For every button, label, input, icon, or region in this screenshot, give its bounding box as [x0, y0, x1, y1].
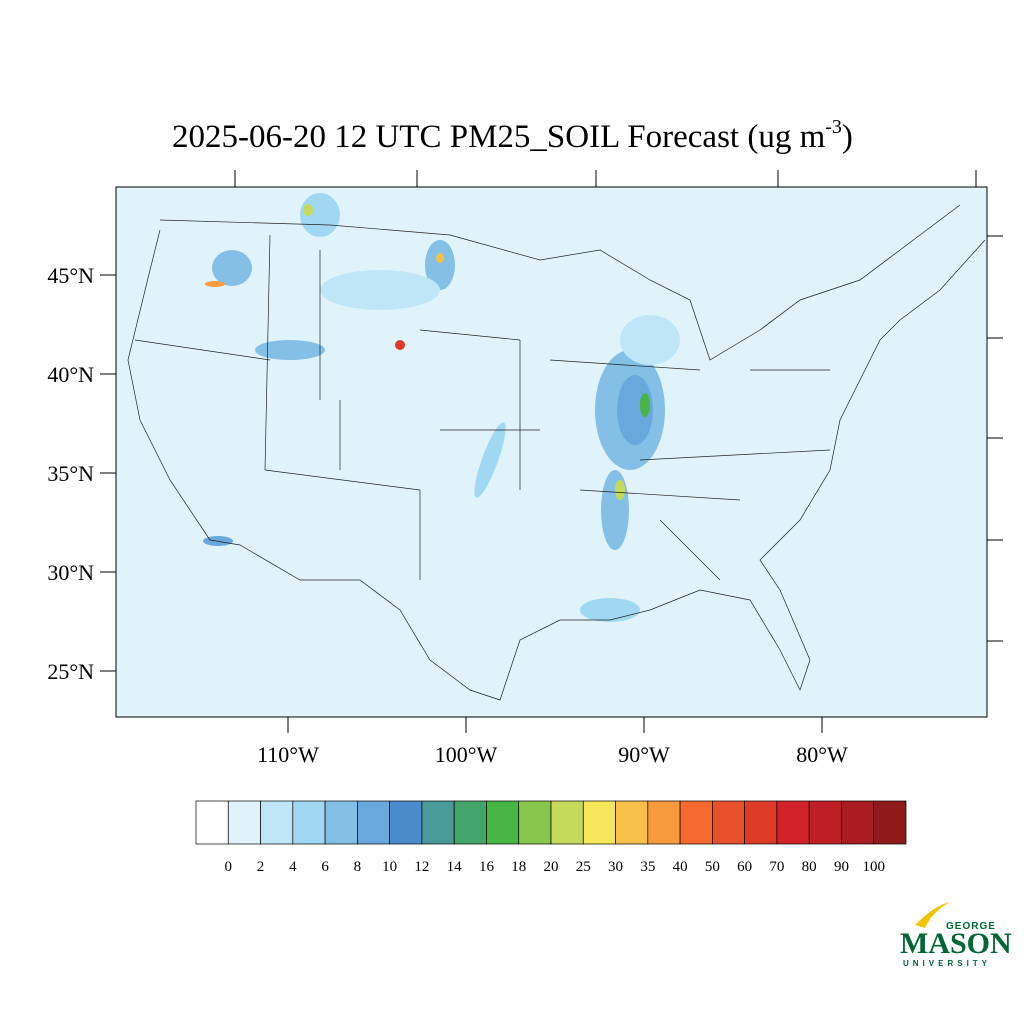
colorbar-box — [389, 800, 423, 845]
colorbar-box — [679, 800, 713, 845]
lat-label: 30°N — [47, 560, 94, 585]
colorbar-box — [292, 800, 326, 845]
colorbar-label: 2 — [257, 859, 265, 875]
colorbar-box — [744, 800, 778, 845]
colorbar-label: 6 — [321, 859, 329, 875]
colorbar-label: 12 — [414, 859, 429, 875]
colorbar-label: 20 — [544, 859, 559, 875]
colorbar-box — [615, 800, 649, 845]
lon-label: 90°W — [618, 742, 670, 767]
logo-main: MASON — [900, 927, 1012, 960]
map — [115, 186, 988, 718]
frame-ticks — [234, 170, 1003, 642]
colorbar-label: 60 — [737, 859, 752, 875]
logo-top: GEORGE — [946, 921, 996, 932]
colorbar-label: 70 — [769, 859, 784, 875]
lat-label: 45°N — [47, 263, 94, 288]
map-frame — [115, 186, 988, 718]
lat-label: 25°N — [47, 659, 94, 684]
colorbar-label: 8 — [354, 859, 362, 875]
colorbar-label: 14 — [447, 859, 463, 875]
colorbar-box — [260, 800, 294, 845]
colorbar-label: 35 — [640, 859, 655, 875]
colorbar-box — [873, 800, 907, 845]
lat-label: 40°N — [47, 362, 94, 387]
colorbar-label: 16 — [479, 859, 495, 875]
state-lines — [134, 234, 831, 581]
logo: GEORGE MASON UNIVERSITY — [900, 902, 1012, 968]
colorbar-label: 10 — [382, 859, 397, 875]
colorbar-label: 4 — [289, 859, 297, 875]
title-superscript: -3 — [825, 116, 842, 138]
colorbar-box — [453, 800, 487, 845]
colorbar-box — [647, 800, 681, 845]
colorbar-box — [421, 800, 455, 845]
title-end: ) — [842, 119, 853, 155]
colorbar-box — [582, 800, 616, 845]
colorbar-box — [550, 800, 584, 845]
colorbar-box — [357, 800, 390, 845]
colorbar-label: 50 — [705, 859, 720, 875]
colorbar-label: 40 — [673, 859, 688, 875]
logo-bottom: UNIVERSITY — [903, 959, 991, 968]
colorbar-box — [808, 800, 842, 845]
colorbar-box — [841, 800, 875, 845]
lat-label: 35°N — [47, 461, 94, 486]
field — [203, 193, 680, 622]
colorbar-label: 90 — [834, 859, 849, 875]
colorbar-box — [324, 800, 358, 845]
colorbar-label: 100 — [862, 859, 885, 875]
title-main: 2025-06-20 12 UTC PM25_SOIL Forecast (ug… — [172, 119, 826, 155]
colorbar-label: 0 — [225, 859, 233, 875]
colorbar-label: 18 — [511, 859, 526, 875]
colorbar-label: 25 — [576, 859, 591, 875]
colorbar-box — [712, 800, 745, 845]
colorbar-label: 80 — [802, 859, 817, 875]
colorbar-box — [227, 800, 261, 845]
colorbar-label: 30 — [608, 859, 623, 875]
lon-label: 110°W — [257, 742, 319, 767]
lon-label: 80°W — [796, 742, 848, 767]
colorbar-box — [518, 800, 552, 845]
map-title: 2025-06-20 12 UTC PM25_SOIL Forecast (ug… — [172, 116, 853, 155]
border — [159, 204, 961, 361]
coastline — [127, 229, 986, 701]
colorbar-box — [776, 800, 810, 845]
lon-label: 100°W — [435, 742, 498, 767]
colorbar-box — [195, 800, 229, 845]
colorbar-box — [486, 800, 520, 845]
